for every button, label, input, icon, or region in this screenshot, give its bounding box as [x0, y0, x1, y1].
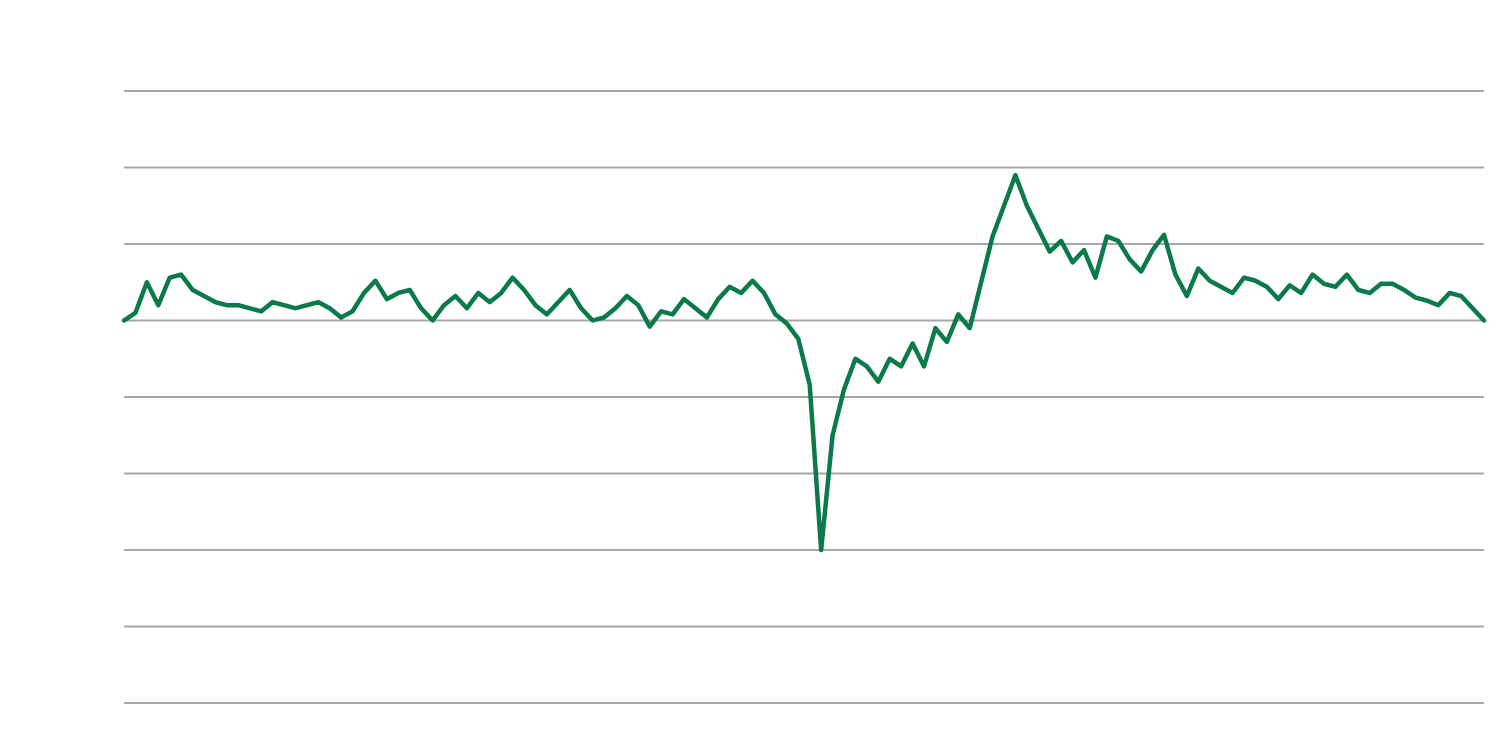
chart-svg: [0, 0, 1500, 751]
line-chart: [0, 0, 1500, 751]
gridlines: [124, 91, 1484, 703]
series-line: [124, 175, 1484, 550]
